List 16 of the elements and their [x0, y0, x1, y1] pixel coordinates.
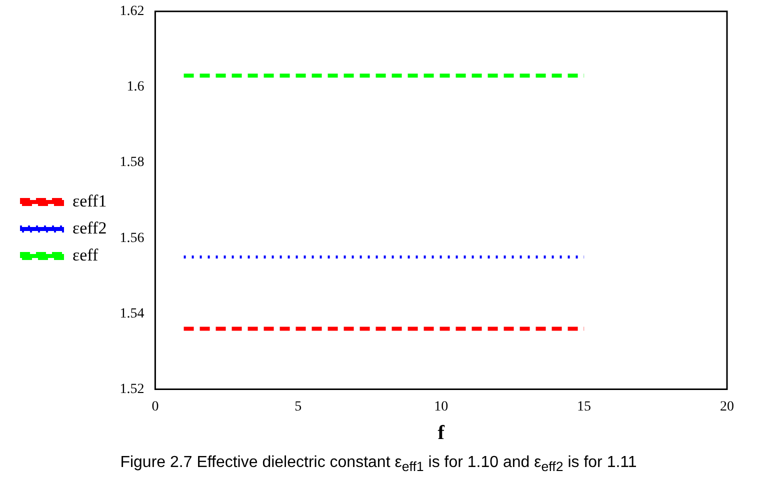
legend-label: εeff2: [72, 218, 107, 238]
legend-label: εeff: [72, 245, 99, 264]
y-tick-label: 1.58: [120, 155, 144, 170]
y-tick-label: 1.54: [120, 306, 144, 322]
caption: Figure 2.7 Effective dielectric constant ε$_{eff1}$ is for 1.10 and ε$_{eff2}$ is for 1.11: [119, 454, 638, 474]
x-tick-label: 5: [294, 399, 302, 414]
x-axis-title: f: [438, 422, 445, 444]
legend-label: εeff1: [72, 191, 107, 210]
y-tick-label: 1.62: [120, 4, 144, 20]
x-tick-label: 0: [152, 399, 159, 414]
x-tick-label: 10: [434, 399, 448, 414]
y-tick-label: 1.6: [126, 80, 144, 95]
y-tick-label: 1.56: [120, 230, 144, 246]
y-tick-label: 1.52: [120, 382, 144, 397]
x-tick-label: 15: [577, 399, 592, 414]
x-tick-label: 20: [720, 399, 734, 414]
